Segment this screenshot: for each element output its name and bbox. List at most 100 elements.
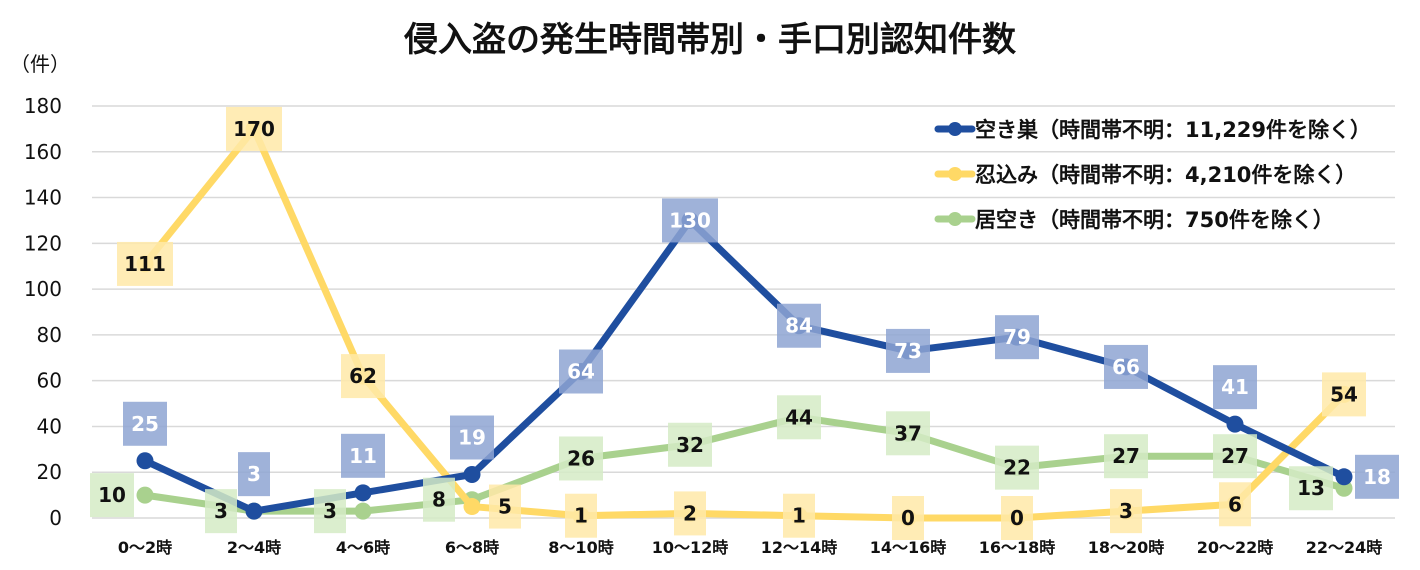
data-label-box bbox=[1355, 454, 1399, 499]
y-axis-unit-label: （件） bbox=[10, 52, 70, 76]
data-label-box bbox=[1322, 372, 1366, 417]
legend-entry: 居空き（時間帯不明：750件を除く） bbox=[975, 208, 1334, 232]
legend-entry: 空き巣（時間帯不明：11,229件を除く） bbox=[975, 118, 1371, 142]
data-label: 1 bbox=[792, 504, 806, 528]
data-label: 8 bbox=[432, 488, 446, 512]
data-label-box bbox=[674, 491, 706, 536]
data-label: 13 bbox=[1297, 476, 1325, 500]
chart-title: 侵入盗の発生時間帯別・手口別認知件数 bbox=[404, 20, 1016, 60]
data-label: 27 bbox=[1112, 444, 1140, 468]
x-tick-label: 18～20時 bbox=[1088, 538, 1165, 557]
x-tick-label: 6～8時 bbox=[445, 538, 499, 557]
data-label-box bbox=[559, 349, 603, 394]
data-label: 64 bbox=[567, 360, 595, 384]
legend-marker bbox=[948, 167, 962, 181]
data-label-box bbox=[423, 477, 455, 522]
data-label-box bbox=[668, 422, 712, 467]
y-tick-label: 100 bbox=[24, 277, 62, 301]
data-label: 27 bbox=[1221, 444, 1249, 468]
data-label: 19 bbox=[458, 426, 486, 450]
data-label-box bbox=[886, 328, 930, 373]
legend-entry: 忍込み（時間帯不明：4,210件を除く） bbox=[975, 163, 1356, 187]
data-label: 26 bbox=[567, 446, 595, 470]
data-label-box bbox=[117, 241, 173, 286]
data-label: 0 bbox=[901, 506, 915, 530]
data-label-box bbox=[1104, 434, 1148, 479]
data-label-box bbox=[314, 489, 346, 534]
data-label: 170 bbox=[233, 117, 275, 141]
data-point bbox=[354, 484, 372, 502]
legend-marker bbox=[948, 212, 962, 226]
y-tick-label: 120 bbox=[24, 231, 62, 255]
y-tick-label: 180 bbox=[24, 94, 62, 118]
y-tick-label: 80 bbox=[37, 323, 62, 347]
y-tick-label: 60 bbox=[37, 369, 62, 393]
data-label-box bbox=[205, 489, 237, 534]
data-label-box bbox=[341, 433, 385, 478]
data-label: 79 bbox=[1003, 325, 1031, 349]
x-tick-label: 8～10時 bbox=[548, 538, 613, 557]
data-label: 5 bbox=[498, 495, 512, 519]
data-label-box bbox=[777, 395, 821, 440]
data-label: 2 bbox=[683, 501, 697, 525]
data-label-box bbox=[886, 411, 930, 456]
data-label: 3 bbox=[323, 499, 337, 523]
data-label: 62 bbox=[349, 364, 377, 388]
x-tick-label: 22～24時 bbox=[1306, 538, 1383, 557]
data-label-box bbox=[226, 106, 282, 151]
data-label-box bbox=[1213, 434, 1257, 479]
series-line-0 bbox=[141, 216, 1348, 515]
data-label: 0 bbox=[1010, 506, 1024, 530]
data-label-box bbox=[559, 436, 603, 481]
x-tick-label: 4～6時 bbox=[336, 538, 390, 557]
data-label-box bbox=[662, 198, 718, 243]
data-label-box bbox=[1219, 482, 1251, 527]
data-label: 44 bbox=[785, 405, 813, 429]
data-label-box bbox=[565, 493, 597, 538]
data-label: 84 bbox=[785, 314, 813, 338]
data-label: 66 bbox=[1112, 355, 1140, 379]
data-label: 25 bbox=[131, 412, 159, 436]
data-label-box bbox=[1289, 466, 1333, 511]
series-line-1 bbox=[141, 125, 1348, 522]
data-label-box bbox=[995, 445, 1039, 490]
data-label: 37 bbox=[894, 421, 922, 445]
data-label-box bbox=[892, 496, 924, 540]
data-label-box bbox=[1001, 496, 1033, 540]
y-tick-label: 0 bbox=[49, 506, 62, 530]
data-label-box bbox=[123, 401, 167, 446]
data-point bbox=[1226, 415, 1244, 433]
data-label: 10 bbox=[98, 483, 126, 507]
data-point bbox=[354, 502, 372, 520]
data-label-box bbox=[1110, 489, 1142, 534]
data-label: 54 bbox=[1330, 382, 1358, 406]
data-label-box bbox=[489, 484, 521, 529]
data-label: 22 bbox=[1003, 456, 1031, 480]
x-tick-label: 14～16時 bbox=[870, 538, 947, 557]
x-tick-label: 16～18時 bbox=[979, 538, 1056, 557]
data-label-box bbox=[1104, 344, 1148, 389]
data-label-box bbox=[450, 415, 494, 460]
y-tick-label: 160 bbox=[24, 140, 62, 164]
data-label-box bbox=[1213, 365, 1257, 410]
data-point bbox=[245, 502, 263, 520]
data-label: 3 bbox=[1119, 499, 1133, 523]
data-label: 130 bbox=[669, 208, 711, 232]
y-tick-label: 20 bbox=[37, 460, 62, 484]
data-label: 32 bbox=[676, 433, 704, 457]
data-point bbox=[136, 486, 154, 504]
y-tick-label: 140 bbox=[24, 186, 62, 210]
data-point bbox=[136, 452, 154, 470]
data-label-box bbox=[238, 452, 270, 497]
x-tick-label: 2～4時 bbox=[227, 538, 281, 557]
data-label: 111 bbox=[124, 252, 166, 276]
data-label: 1 bbox=[574, 504, 588, 528]
data-point bbox=[1335, 468, 1353, 486]
data-label-box bbox=[777, 303, 821, 348]
data-label: 3 bbox=[247, 462, 261, 486]
data-point bbox=[463, 466, 481, 484]
data-label: 11 bbox=[349, 444, 377, 468]
data-label-box bbox=[341, 354, 385, 399]
legend-marker bbox=[948, 122, 962, 136]
